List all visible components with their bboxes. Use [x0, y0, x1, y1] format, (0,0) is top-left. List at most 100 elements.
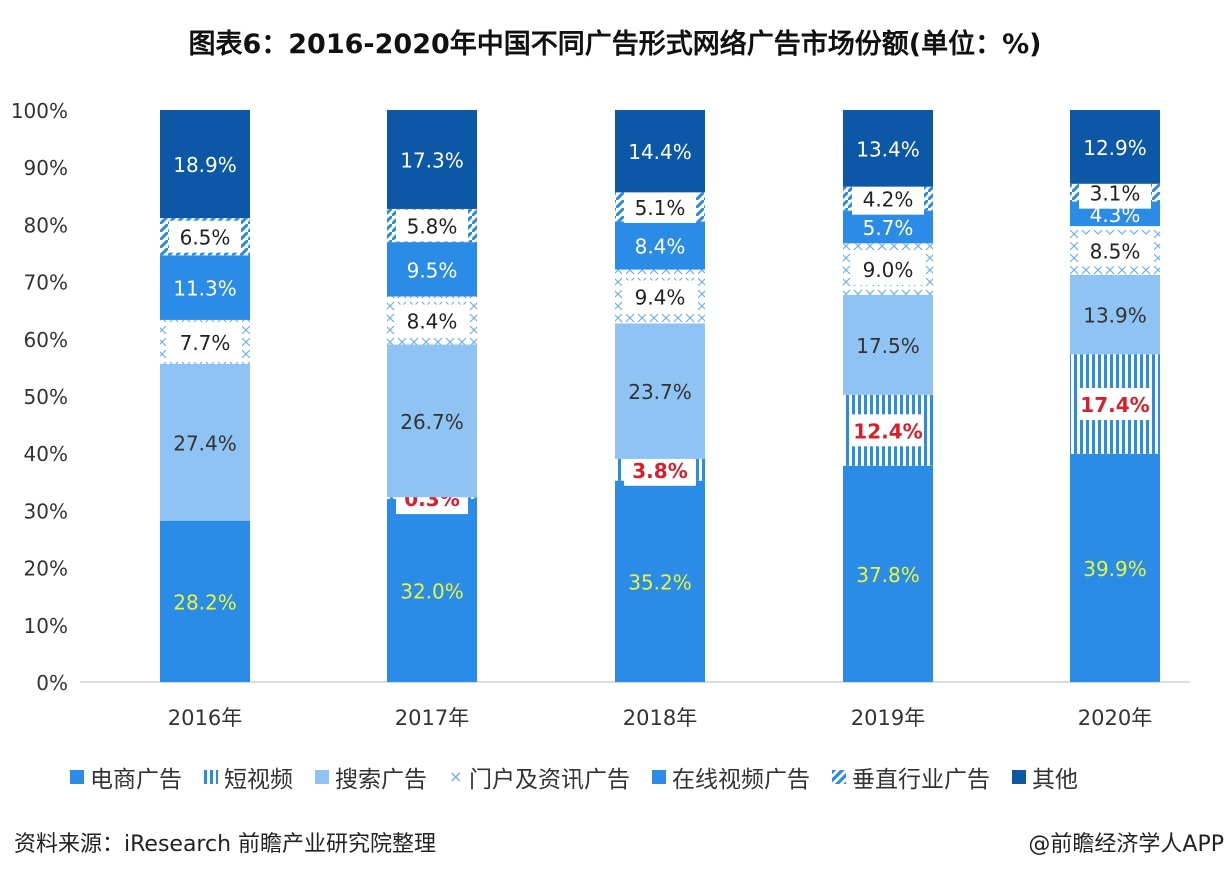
- data-label: 17.5%: [856, 334, 920, 358]
- bar-segment: [843, 294, 933, 395]
- x-tick-label: 2016年: [168, 706, 242, 730]
- legend-swatch: [652, 770, 666, 784]
- legend: 电商广告 短视频 搜索广告 × 门户及资讯广告 在线视频广告 垂直行业广告 其他: [70, 760, 1210, 794]
- data-label-box: [624, 453, 696, 486]
- data-label: 18.9%: [173, 153, 237, 177]
- data-label-box: [396, 304, 468, 337]
- data-label: 5.1%: [635, 196, 686, 220]
- legend-label: 短视频: [224, 767, 293, 793]
- y-tick-label: 80%: [24, 213, 68, 237]
- bar-segment: [160, 363, 250, 521]
- y-tick-label: 0%: [36, 671, 68, 695]
- bar-segment: [615, 323, 705, 459]
- legend-swatch: [832, 770, 846, 784]
- data-label: 8.5%: [1090, 239, 1141, 263]
- data-label: 12.4%: [853, 419, 922, 443]
- legend-swatch: [70, 770, 84, 784]
- stacked-bar-chart: 0% 10% 20% 30% 40% 50% 60% 70% 80% 90% 100% 2016年 20…: [11, 99, 1190, 730]
- x-tick-label: 2018年: [623, 706, 697, 730]
- data-label: 32.0%: [400, 579, 464, 603]
- legend-item: 其他: [1012, 760, 1078, 794]
- data-label-box: [852, 253, 924, 286]
- y-tick-label: 30%: [24, 499, 68, 523]
- bar-segment: [1070, 453, 1160, 682]
- legend-item: 在线视频广告: [652, 760, 810, 794]
- legend-label: 其他: [1032, 767, 1078, 793]
- data-label: 17.4%: [1080, 393, 1149, 417]
- y-tick-label: 40%: [24, 442, 68, 466]
- bar-segment: [615, 221, 705, 270]
- data-label: 5.8%: [407, 215, 458, 239]
- data-label: 28.2%: [173, 590, 237, 614]
- data-label: 7.7%: [180, 331, 231, 355]
- data-label-box: [169, 325, 241, 358]
- bar-segment: [160, 520, 250, 682]
- legend-label: 电商广告: [90, 767, 182, 793]
- bar-segment: [1070, 274, 1160, 355]
- legend-label: 门户及资讯广告: [469, 767, 630, 793]
- data-label-box: [852, 414, 924, 447]
- y-tick-label: 100%: [11, 99, 68, 123]
- legend-swatch: [204, 770, 218, 784]
- data-label: 11.3%: [173, 277, 237, 301]
- bar-segment: [615, 110, 705, 193]
- chart-title: 图表6：2016-2020年中国不同广告形式网络广告市场份额(单位：%): [188, 29, 1042, 60]
- data-label: 12.9%: [1083, 136, 1147, 160]
- data-label: 8.4%: [407, 309, 458, 333]
- y-tick-label: 70%: [24, 271, 68, 295]
- data-label: 13.9%: [1083, 303, 1147, 327]
- y-tick-label: 60%: [24, 328, 68, 352]
- data-label: 9.0%: [863, 258, 914, 282]
- bar-segment: [843, 210, 933, 244]
- data-label: 39.9%: [1083, 557, 1147, 581]
- data-label: 4.2%: [863, 188, 914, 212]
- data-label-box: [169, 220, 241, 253]
- data-label: 13.4%: [856, 137, 920, 161]
- y-tick-label: 20%: [24, 557, 68, 581]
- data-label: 37.8%: [856, 563, 920, 587]
- bar-segment: [1070, 110, 1160, 184]
- legend-swatch: [315, 770, 329, 784]
- data-label: 3.1%: [1090, 182, 1141, 206]
- legend-item: 短视频: [204, 760, 293, 794]
- bar-segment: [387, 110, 477, 209]
- bar-segment: [387, 344, 477, 498]
- legend-swatch: ×: [449, 767, 463, 786]
- legend-label: 搜索广告: [335, 767, 427, 793]
- data-label: 9.4%: [635, 285, 686, 309]
- data-label: 8.4%: [635, 235, 686, 259]
- data-label-box: [396, 209, 468, 242]
- data-label-box: [1079, 234, 1151, 267]
- y-tick-label: 10%: [24, 614, 68, 638]
- data-label-box: [1079, 388, 1151, 421]
- legend-swatch: [1012, 770, 1026, 784]
- source-note: 资料来源：iResearch 前瞻产业研究院整理: [14, 832, 437, 857]
- data-label: 5.7%: [863, 216, 914, 240]
- y-tick-label: 50%: [24, 385, 68, 409]
- bar-segment: [387, 498, 477, 682]
- legend-item: 搜索广告: [315, 760, 427, 794]
- x-tick-label: 2017年: [395, 706, 469, 730]
- bar-segment: [615, 480, 705, 682]
- data-label: 26.7%: [400, 410, 464, 434]
- legend-item: 垂直行业广告: [832, 760, 990, 794]
- bar-segment: [387, 242, 477, 297]
- bar-segment: [160, 110, 250, 219]
- y-tick-label: 90%: [24, 156, 68, 180]
- data-label: 9.5%: [407, 258, 458, 282]
- legend-label: 垂直行业广告: [852, 767, 990, 793]
- bar-segment: [160, 255, 250, 320]
- data-label: 3.8%: [632, 459, 687, 483]
- data-label: 27.4%: [173, 431, 237, 455]
- data-label: 35.2%: [628, 570, 692, 594]
- data-label: 14.4%: [628, 140, 692, 164]
- data-label-box: [624, 190, 696, 223]
- legend-item: 电商广告: [70, 760, 182, 794]
- x-tick-label: 2019年: [851, 706, 925, 730]
- bar-segment: [843, 110, 933, 187]
- data-label: 17.3%: [400, 148, 464, 172]
- data-label: 6.5%: [180, 226, 231, 250]
- x-tick-label: 2020年: [1078, 706, 1152, 730]
- legend-item: × 门户及资讯广告: [449, 760, 630, 794]
- data-label-box: [852, 182, 924, 215]
